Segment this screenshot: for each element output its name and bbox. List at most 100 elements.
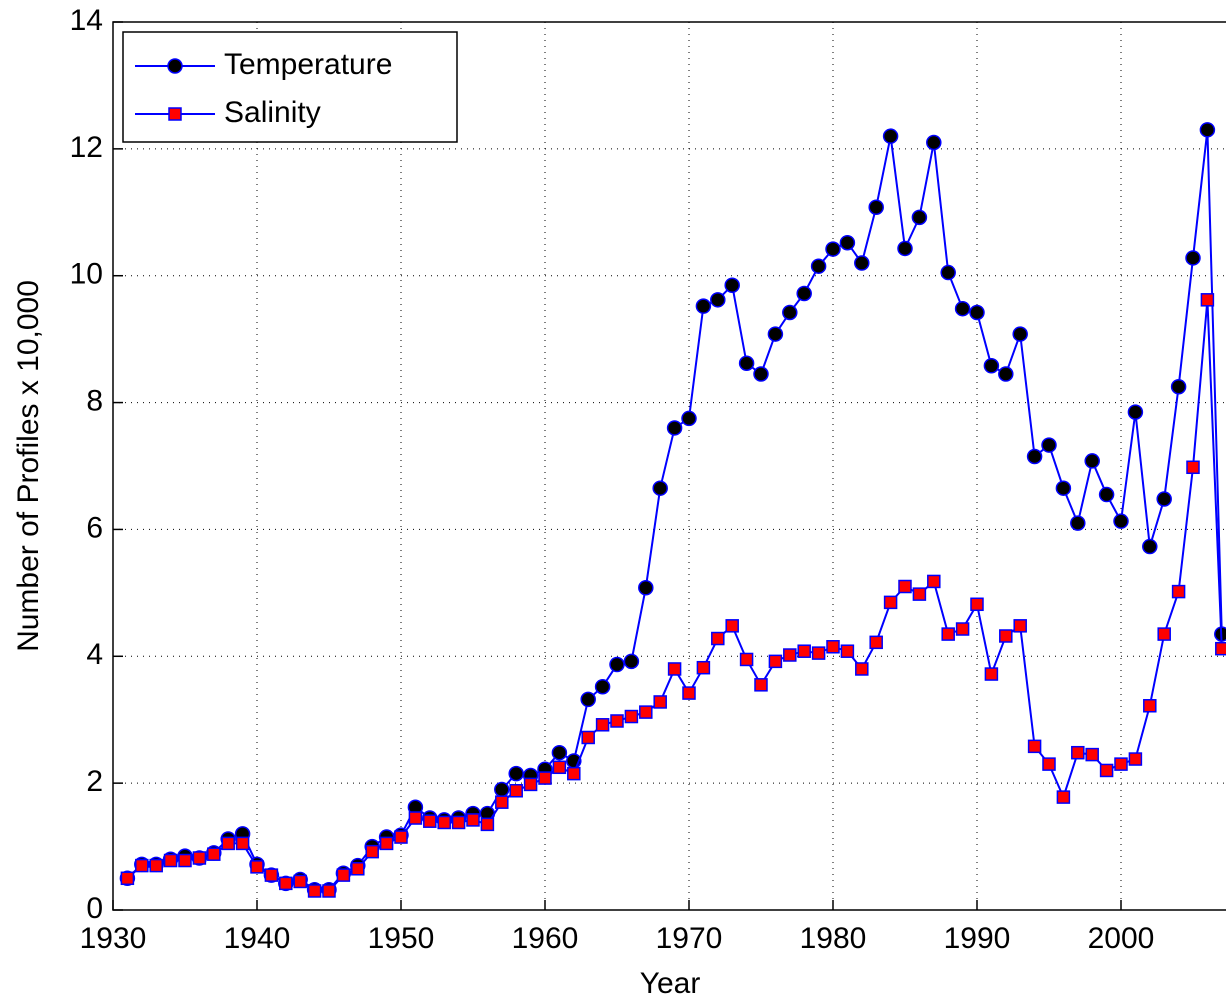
data-point <box>1070 515 1086 531</box>
data-point <box>1013 619 1027 633</box>
data-point <box>768 654 783 669</box>
data-point <box>955 622 970 636</box>
data-point <box>135 858 149 873</box>
data-point <box>480 817 495 832</box>
data-point <box>351 862 365 876</box>
x-tick-label: 1990 <box>944 922 1011 955</box>
data-point <box>379 836 394 851</box>
data-point <box>638 580 654 596</box>
data-point <box>1113 513 1129 529</box>
y-axis-label: Number of Profiles x 10,000 <box>12 280 45 652</box>
data-point <box>594 678 611 695</box>
data-point <box>1085 747 1099 762</box>
x-tick-label: 1960 <box>512 922 579 955</box>
data-point <box>754 678 768 692</box>
data-point <box>1186 460 1200 475</box>
data-point <box>927 574 941 589</box>
data-point <box>855 662 869 676</box>
data-point <box>999 629 1013 643</box>
data-point <box>796 285 812 302</box>
legend-label: Salinity <box>224 96 321 129</box>
data-point <box>495 795 509 809</box>
data-point <box>595 718 610 732</box>
data-point <box>810 258 827 274</box>
data-point <box>854 255 870 271</box>
data-point <box>609 656 625 673</box>
data-point <box>682 686 696 700</box>
data-point <box>782 304 798 321</box>
data-point <box>883 595 898 610</box>
data-point <box>408 811 423 825</box>
data-point <box>437 815 451 830</box>
data-point <box>1114 757 1128 771</box>
data-point <box>1098 486 1115 503</box>
data-point <box>1026 448 1043 465</box>
data-point <box>970 597 984 612</box>
data-point <box>738 355 755 371</box>
data-point <box>279 876 293 891</box>
data-point <box>811 646 826 660</box>
data-point <box>1056 790 1071 804</box>
data-point <box>954 300 971 317</box>
data-point <box>523 777 538 792</box>
data-point <box>898 579 912 594</box>
x-tick-label: 1980 <box>800 922 867 955</box>
data-point <box>666 420 683 436</box>
data-point <box>250 860 264 874</box>
data-point <box>753 366 769 382</box>
data-point <box>1143 699 1157 713</box>
data-point <box>681 410 697 427</box>
data-point <box>1084 453 1100 469</box>
data-point <box>868 199 884 215</box>
data-point <box>1215 641 1226 656</box>
data-point <box>840 644 855 658</box>
y-tick-label: 14 <box>70 4 103 37</box>
x-tick-label: 1970 <box>656 922 723 955</box>
data-point <box>623 653 640 670</box>
y-tick-label: 8 <box>86 384 103 417</box>
data-point <box>1042 757 1056 771</box>
data-point <box>394 830 408 844</box>
data-point <box>1185 250 1201 266</box>
data-point <box>624 709 639 724</box>
data-point <box>839 234 856 251</box>
data-point <box>336 868 351 882</box>
data-point <box>451 815 466 830</box>
data-point <box>494 781 510 798</box>
data-point <box>1027 739 1042 754</box>
data-point <box>667 662 682 676</box>
data-point <box>1200 293 1215 307</box>
data-point <box>509 784 523 798</box>
y-tick-label: 10 <box>70 258 103 291</box>
data-point <box>696 660 711 675</box>
data-point <box>739 652 754 667</box>
data-point <box>1071 745 1085 760</box>
x-tick-label: 1940 <box>224 922 291 955</box>
data-point <box>423 814 437 828</box>
plot-area <box>112 21 1226 911</box>
y-tick-label: 12 <box>70 131 103 164</box>
data-point <box>825 241 841 257</box>
data-point <box>969 304 985 321</box>
data-point <box>1012 326 1028 342</box>
legend-marker <box>168 107 182 121</box>
data-point <box>897 240 913 257</box>
data-point <box>163 853 178 868</box>
data-point <box>293 874 307 889</box>
data-point <box>983 358 1000 374</box>
data-point <box>1127 404 1144 420</box>
data-point <box>984 667 999 681</box>
data-point <box>797 644 811 658</box>
data-point <box>869 635 883 650</box>
data-point <box>365 844 379 859</box>
data-point <box>178 853 192 868</box>
y-tick-label: 4 <box>86 638 103 671</box>
data-point <box>1055 480 1072 496</box>
data-point <box>826 640 840 654</box>
legend-label: Temperature <box>224 48 392 81</box>
data-point <box>724 277 740 293</box>
x-tick-label: 1930 <box>80 922 147 955</box>
data-point <box>567 766 581 781</box>
legend: Temperature Salinity <box>122 31 458 143</box>
data-point <box>882 128 899 144</box>
